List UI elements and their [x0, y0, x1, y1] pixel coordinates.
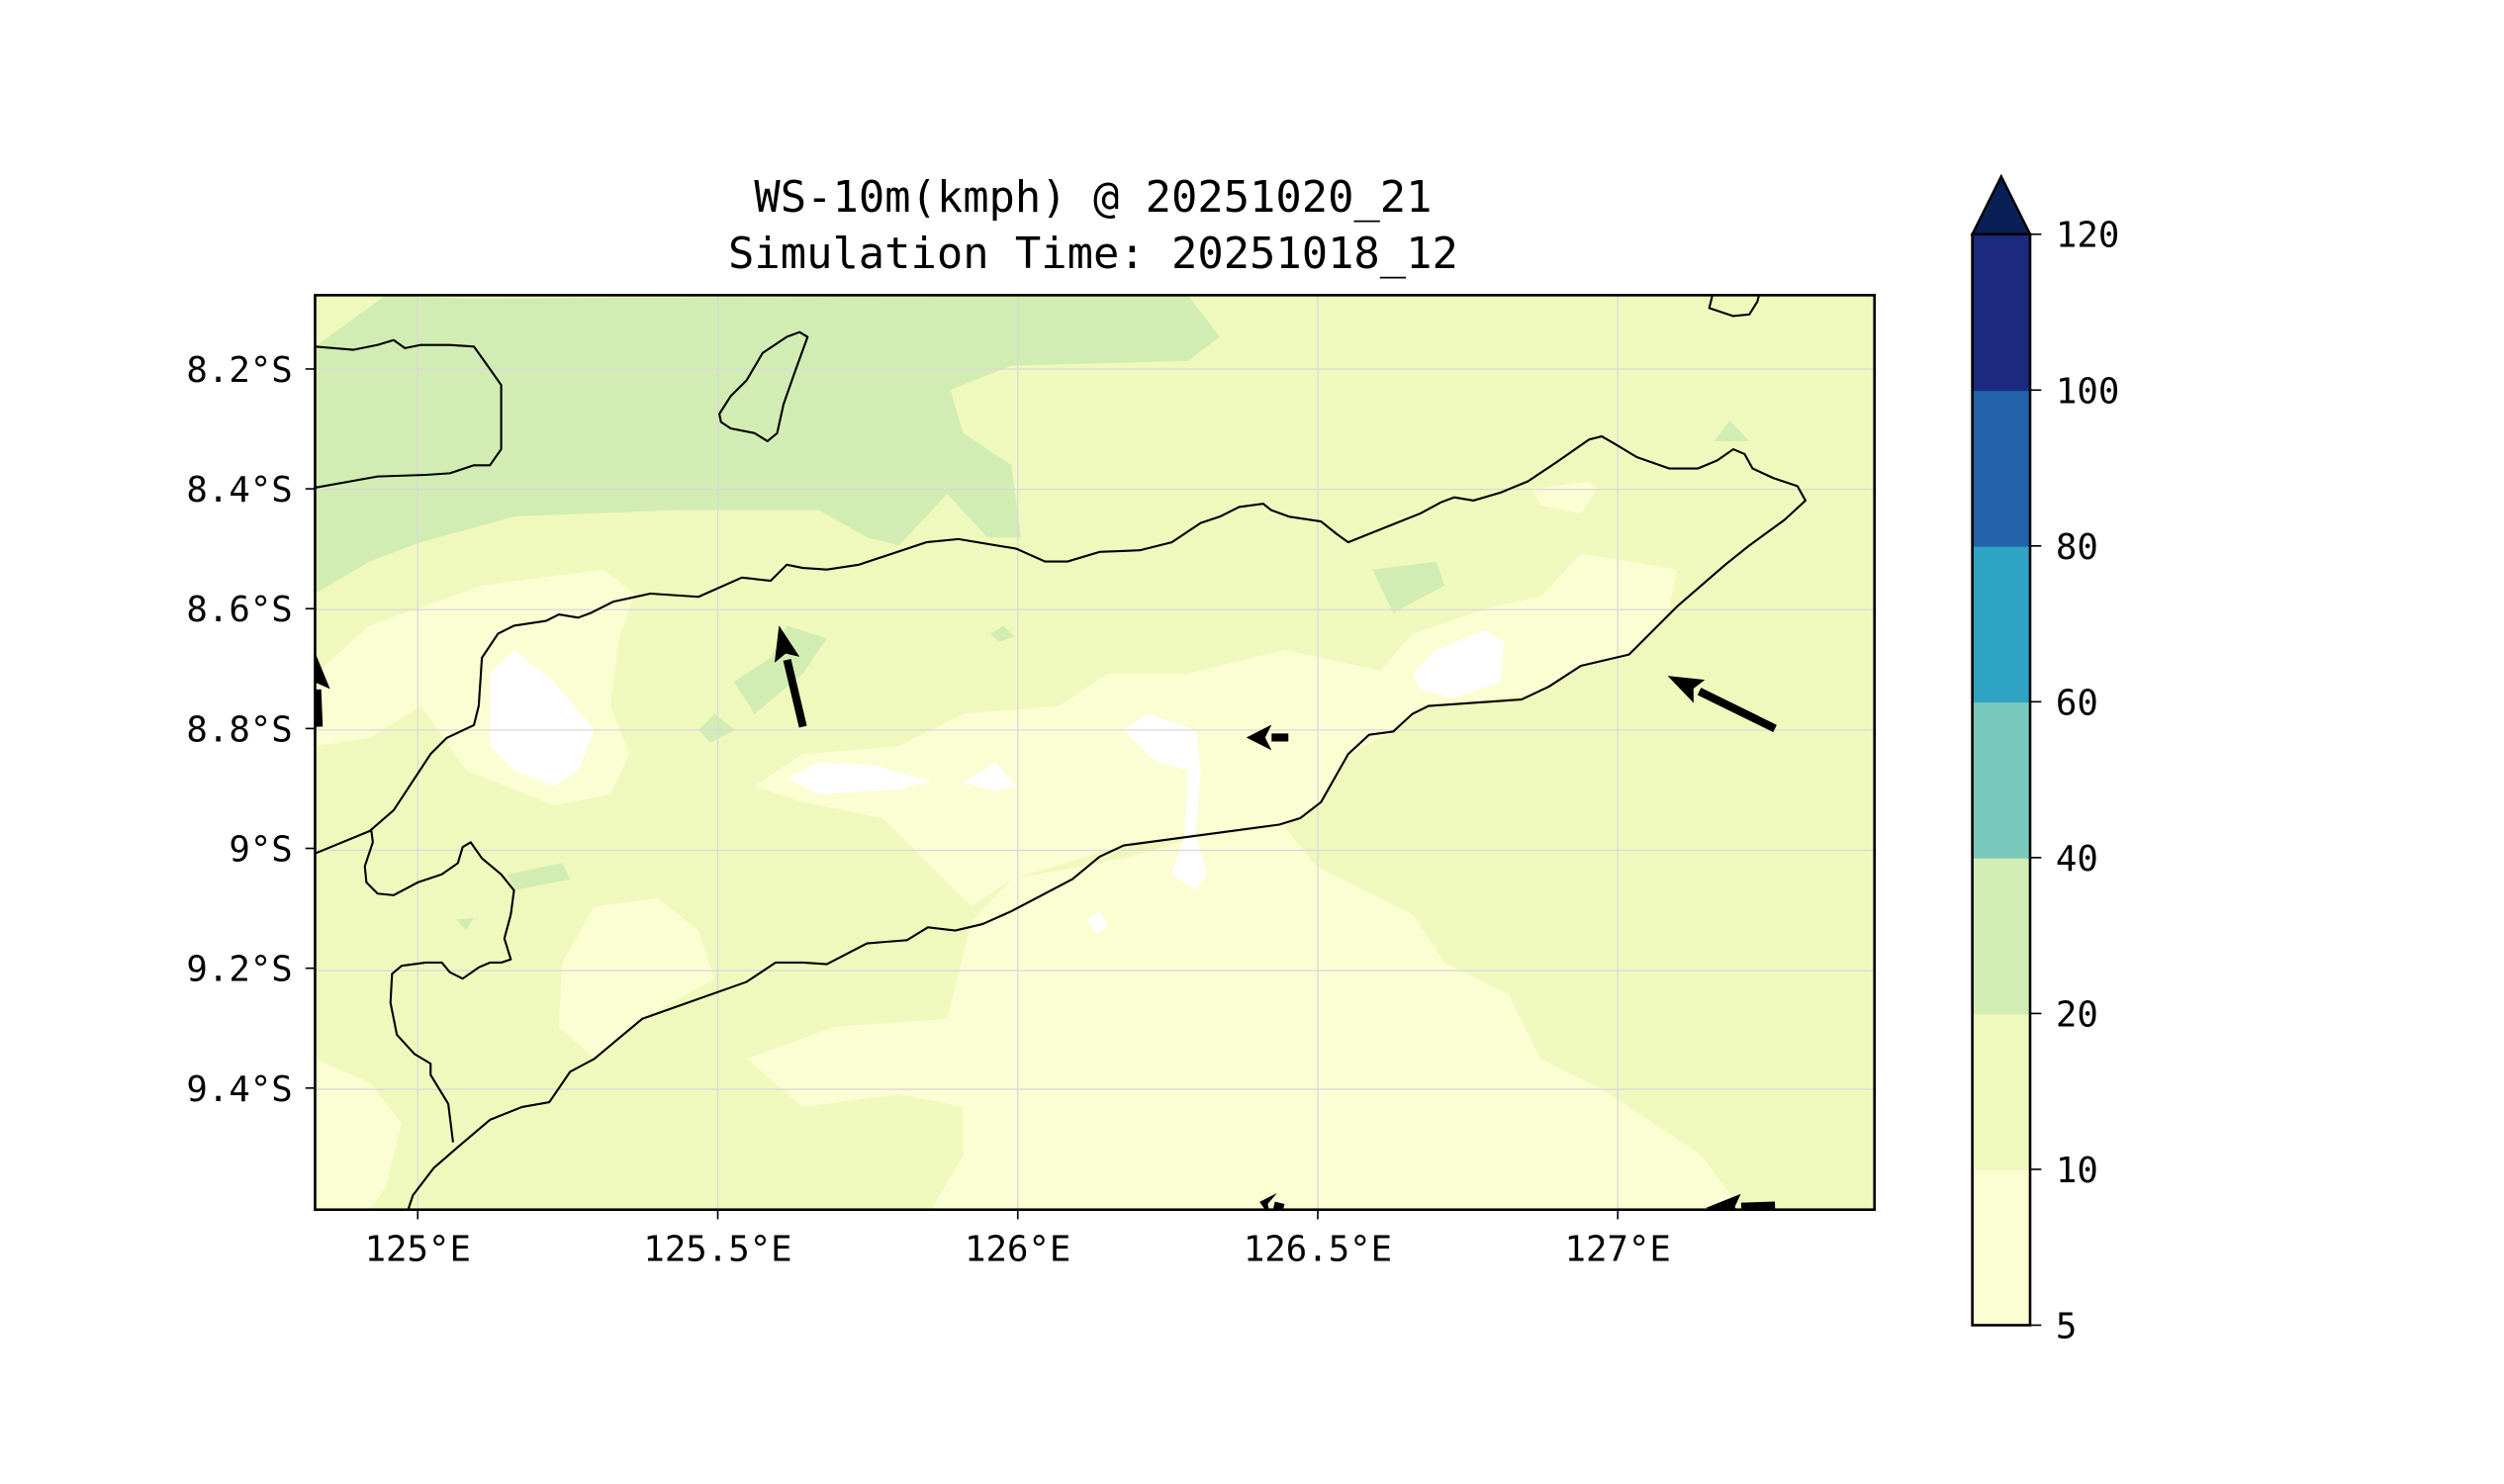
coastline-timor	[315, 435, 1808, 1210]
y-axis-ticks: 8.2°S 8.4°S 8.6°S 8.8°S 9°S 9.2°S 9.4°S	[186, 350, 316, 1110]
colorbar-segment	[1972, 545, 2030, 703]
contour-5-10-corner	[315, 1059, 403, 1210]
x-axis-ticks: 125°E 125.5°E 126°E 126.5°E 127°E	[365, 1209, 1671, 1270]
y-tick-label: 9°S	[229, 829, 292, 870]
colorbar-segment	[1972, 390, 2030, 547]
colorbar-segment	[1972, 233, 2030, 392]
y-tick-label: 8.8°S	[186, 709, 292, 750]
border-line	[363, 829, 515, 1143]
chart-title-line1: WS-10m(kmph) @ 20251020_21	[754, 172, 1432, 223]
colorbar-tick-label: 120	[2056, 216, 2119, 256]
contour-below-5-patches	[490, 630, 1505, 934]
coastline-northeast-island	[1708, 295, 1760, 318]
gridlines	[315, 295, 1875, 1210]
coastlines	[315, 295, 1808, 1210]
contour-5-10-southwest	[558, 898, 715, 1060]
y-tick-label: 8.4°S	[186, 470, 292, 510]
colorbar-tick-label: 20	[2056, 994, 2098, 1035]
contour-5-10-south	[746, 826, 1742, 1210]
wind-vectors	[315, 625, 1777, 1210]
wind-vector-arrow	[1667, 676, 1777, 733]
colorbar-tick-label: 80	[2056, 527, 2098, 568]
y-tick-label: 8.6°S	[186, 590, 292, 630]
contour-20-40-north	[315, 295, 1221, 594]
colorbar-tick-label: 40	[2056, 839, 2098, 880]
wind-vector-arrow	[1706, 1193, 1776, 1210]
colorbar-frame	[1971, 232, 2032, 1327]
wind-vector-arrow	[1259, 1192, 1285, 1210]
x-tick-label: 125°E	[365, 1230, 471, 1270]
y-tick-label: 9.2°S	[186, 950, 292, 990]
colorbar-tick-label: 60	[2056, 683, 2098, 723]
contour-20-40-patches	[456, 419, 1750, 931]
colorbar-segment	[1972, 857, 2030, 1015]
x-tick-label: 127°E	[1565, 1230, 1671, 1270]
y-tick-label: 9.4°S	[186, 1069, 292, 1110]
colorbar-tick-label: 10	[2056, 1151, 2098, 1191]
y-tick-label: 8.2°S	[186, 350, 292, 391]
wind-vector-arrow	[315, 654, 330, 727]
colorbar-segment	[1972, 701, 2030, 859]
colorbar-tick-label: 100	[2056, 371, 2119, 412]
map-plot-area	[315, 295, 1875, 1210]
coastline-alor	[315, 338, 503, 490]
coastline-atauro	[718, 330, 809, 443]
plot-frame	[314, 294, 1876, 1211]
x-tick-label: 125.5°E	[643, 1230, 791, 1270]
colorbar: 5 10 20 40 60 80 100 120	[1970, 173, 2119, 1346]
x-tick-label: 126.5°E	[1244, 1230, 1392, 1270]
colorbar-segment	[1972, 1168, 2030, 1327]
colorbar-tick-label: 5	[2056, 1306, 2077, 1346]
x-tick-label: 126°E	[965, 1230, 1070, 1270]
wind-vector-arrow	[1246, 724, 1289, 751]
colorbar-extend-arrow	[1970, 173, 2032, 235]
colorbar-segment	[1972, 1013, 2030, 1170]
chart-title-line2: Simulation Time: 20251018_12	[728, 229, 1458, 279]
wind-vector-arrow	[774, 625, 807, 728]
